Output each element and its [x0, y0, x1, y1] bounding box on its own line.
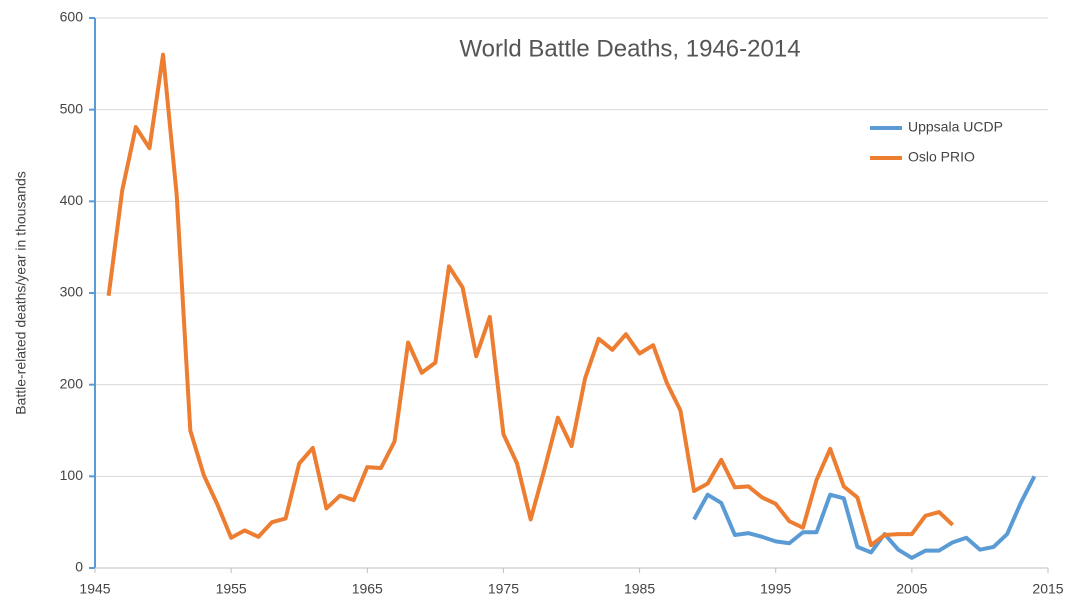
x-tick-label: 1995: [760, 581, 791, 597]
legend-label: Uppsala UCDP: [908, 119, 1003, 135]
y-tick-label: 0: [75, 559, 83, 575]
legend-label: Oslo PRIO: [908, 149, 975, 165]
y-axis-label: Battle-related deaths/year in thousands: [13, 171, 29, 415]
x-tick-label: 2015: [1032, 581, 1063, 597]
y-tick-label: 500: [60, 100, 84, 116]
x-tick-label: 1955: [216, 581, 247, 597]
y-tick-label: 600: [60, 9, 84, 25]
chart-title: World Battle Deaths, 1946-2014: [459, 35, 800, 62]
x-tick-label: 1975: [488, 581, 519, 597]
series-line: [692, 475, 1037, 560]
x-tick-label: 1985: [624, 581, 655, 597]
series-line: [106, 52, 955, 548]
x-tick-label: 2005: [896, 581, 927, 597]
x-tick-label: 1965: [352, 581, 383, 597]
y-tick-label: 200: [60, 375, 84, 391]
x-tick-label: 1945: [79, 581, 110, 597]
y-tick-label: 400: [60, 192, 84, 208]
y-tick-label: 300: [60, 284, 84, 300]
y-tick-label: 100: [60, 467, 84, 483]
